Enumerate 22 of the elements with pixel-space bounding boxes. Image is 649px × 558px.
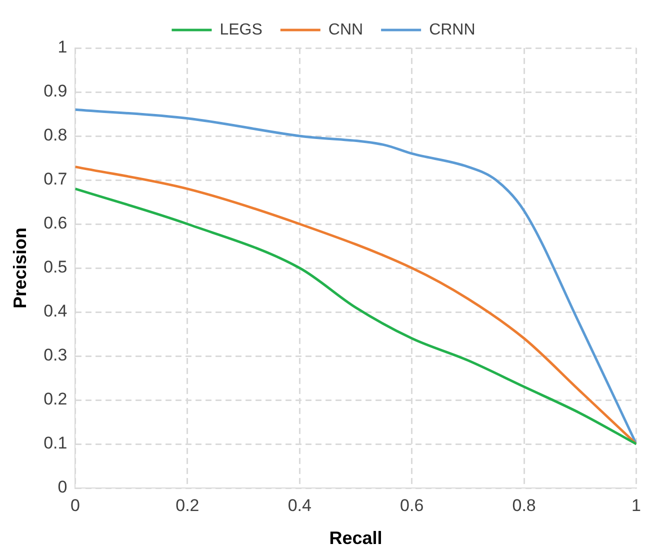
y-tick-label: 0 xyxy=(58,478,68,497)
legend-label: CRNN xyxy=(429,21,476,38)
x-tick-label: 1 xyxy=(632,496,642,515)
x-tick-label: 0.4 xyxy=(288,496,312,515)
x-tick-label: 0 xyxy=(70,496,80,515)
x-tick-label: 0.2 xyxy=(176,496,200,515)
legend-label: CNN xyxy=(328,21,364,38)
x-tick-label: 0.6 xyxy=(400,496,424,515)
y-tick-label: 0.3 xyxy=(44,346,68,365)
y-tick-label: 0.5 xyxy=(44,258,68,277)
y-tick-label: 0.6 xyxy=(44,214,68,233)
y-tick-label: 0.1 xyxy=(44,434,68,453)
y-tick-label: 1 xyxy=(58,38,68,57)
y-tick-label: 0.8 xyxy=(44,126,68,145)
y-axis-title: Precision xyxy=(10,227,30,309)
x-tick-label: 0.8 xyxy=(512,496,536,515)
y-tick-label: 0.7 xyxy=(44,170,68,189)
x-axis-title: Recall xyxy=(329,528,382,548)
legend-label: LEGS xyxy=(220,21,262,38)
y-tick-label: 0.2 xyxy=(44,390,68,409)
y-tick-label: 0.4 xyxy=(44,302,68,321)
y-tick-label: 0.9 xyxy=(44,82,68,101)
